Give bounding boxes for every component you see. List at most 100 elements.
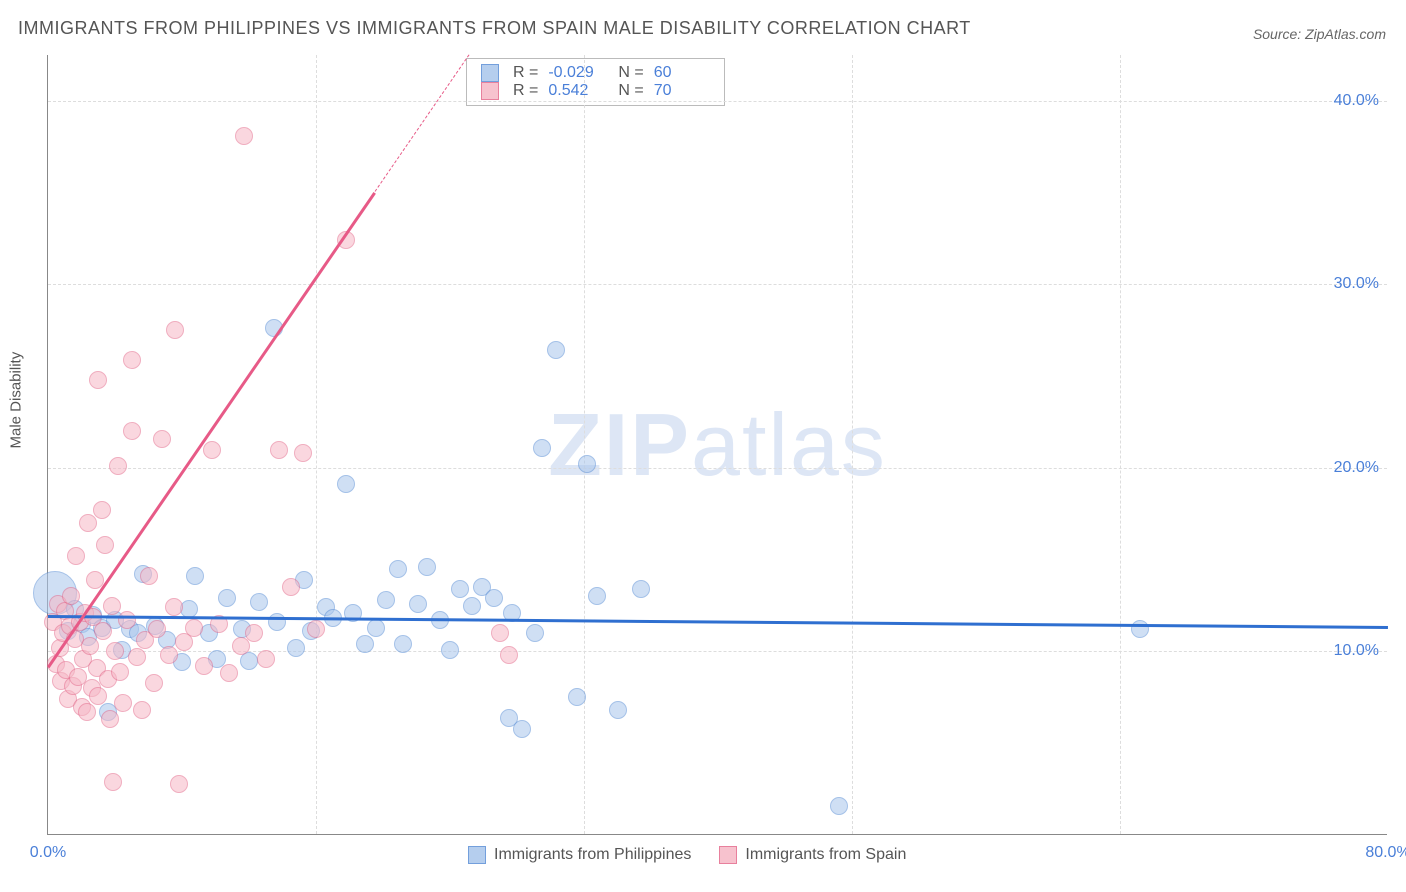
data-point	[526, 624, 544, 642]
legend-swatch	[719, 846, 737, 864]
data-point	[195, 657, 213, 675]
data-point	[235, 127, 253, 145]
y-axis-label: Male Disability	[8, 352, 25, 449]
gridline-vertical	[1120, 55, 1121, 834]
gridline-horizontal	[48, 101, 1387, 102]
data-point	[578, 455, 596, 473]
data-point	[394, 635, 412, 653]
correlation-legend: R = -0.029 N = 60 R = 0.542 N = 70	[466, 58, 725, 106]
data-point	[568, 688, 586, 706]
data-point	[451, 580, 469, 598]
data-point	[441, 641, 459, 659]
data-point	[89, 687, 107, 705]
data-point	[588, 587, 606, 605]
data-point	[282, 578, 300, 596]
data-point	[356, 635, 374, 653]
gridline-vertical	[852, 55, 853, 834]
data-point	[114, 694, 132, 712]
data-point	[89, 371, 107, 389]
data-point	[485, 589, 503, 607]
data-point	[133, 701, 151, 719]
data-point	[165, 598, 183, 616]
gridline-vertical	[316, 55, 317, 834]
data-point	[491, 624, 509, 642]
legend-item-label: Immigrants from Philippines	[494, 846, 691, 864]
data-point	[62, 587, 80, 605]
data-point	[307, 620, 325, 638]
data-point	[632, 580, 650, 598]
data-point	[78, 703, 96, 721]
data-point	[270, 441, 288, 459]
data-point	[186, 567, 204, 585]
legend-row: R = 0.542 N = 70	[481, 82, 710, 100]
data-point	[109, 457, 127, 475]
n-label: N =	[618, 64, 643, 82]
data-point	[67, 547, 85, 565]
trend-line	[47, 192, 376, 668]
data-point	[245, 624, 263, 642]
gridline-horizontal	[48, 468, 1387, 469]
data-point	[123, 351, 141, 369]
watermark-rest: atlas	[691, 395, 887, 494]
data-point	[409, 595, 427, 613]
data-point	[547, 341, 565, 359]
legend-item-label: Immigrants from Spain	[745, 846, 906, 864]
legend-item: Immigrants from Spain	[719, 846, 906, 864]
data-point	[250, 593, 268, 611]
data-point	[153, 430, 171, 448]
data-point	[81, 637, 99, 655]
data-point	[96, 536, 114, 554]
data-point	[101, 710, 119, 728]
data-point	[145, 674, 163, 692]
data-point	[140, 567, 158, 585]
plot-area: ZIPatlas R =-0.029N =60R =0.542N =70 Imm…	[47, 55, 1387, 835]
data-point	[367, 619, 385, 637]
r-value: -0.029	[548, 64, 604, 82]
watermark: ZIPatlas	[548, 394, 887, 496]
y-tick-label: 30.0%	[1334, 275, 1379, 293]
data-point	[93, 501, 111, 519]
data-point	[185, 619, 203, 637]
data-point	[294, 444, 312, 462]
chart-title: IMMIGRANTS FROM PHILIPPINES VS IMMIGRANT…	[18, 18, 971, 39]
x-tick-label: 0.0%	[30, 844, 66, 862]
n-value: 60	[654, 64, 710, 82]
data-point	[257, 650, 275, 668]
data-point	[830, 797, 848, 815]
data-point	[104, 773, 122, 791]
y-tick-label: 20.0%	[1334, 459, 1379, 477]
r-label: R =	[513, 82, 538, 100]
data-point	[377, 591, 395, 609]
source-label: Source: ZipAtlas.com	[1253, 26, 1386, 42]
n-label: N =	[618, 82, 643, 100]
data-point	[418, 558, 436, 576]
data-point	[268, 613, 286, 631]
legend-item: Immigrants from Philippines	[468, 846, 691, 864]
data-point	[463, 597, 481, 615]
data-point	[94, 622, 112, 640]
gridline-vertical	[584, 55, 585, 834]
data-point	[111, 663, 129, 681]
data-point	[160, 646, 178, 664]
data-point	[389, 560, 407, 578]
y-tick-label: 10.0%	[1334, 642, 1379, 660]
data-point	[218, 589, 236, 607]
data-point	[220, 664, 238, 682]
watermark-bold: ZIP	[548, 395, 691, 494]
data-point	[123, 422, 141, 440]
n-value: 70	[654, 82, 710, 100]
data-point	[533, 439, 551, 457]
data-point	[337, 475, 355, 493]
data-point	[170, 775, 188, 793]
y-tick-label: 40.0%	[1334, 92, 1379, 110]
trend-line-dashed	[374, 55, 469, 192]
r-label: R =	[513, 64, 538, 82]
chart-container: IMMIGRANTS FROM PHILIPPINES VS IMMIGRANT…	[0, 0, 1406, 892]
legend-swatch	[481, 82, 499, 100]
data-point	[128, 648, 146, 666]
data-point	[118, 611, 136, 629]
r-value: 0.542	[548, 82, 604, 100]
legend-row: R = -0.029 N = 60	[481, 64, 710, 82]
data-point	[500, 646, 518, 664]
data-point	[513, 720, 531, 738]
